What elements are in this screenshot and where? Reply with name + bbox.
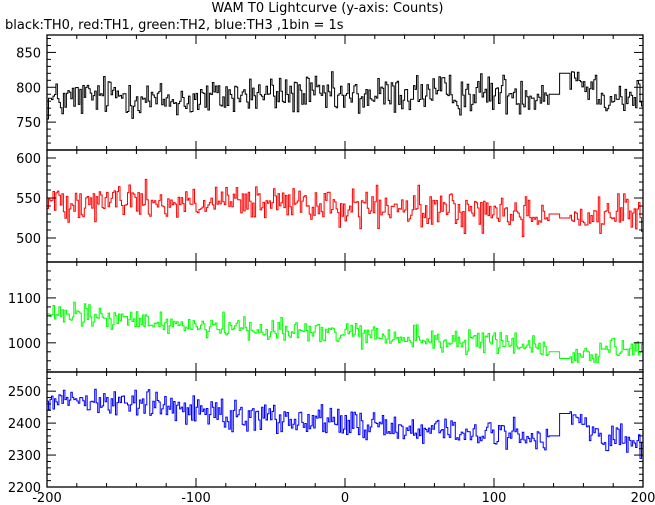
y-tick-label: 850 bbox=[16, 46, 41, 61]
chart-subtitle: black:TH0, red:TH1, green:TH2, blue:TH3 … bbox=[5, 18, 344, 33]
series-line-th2 bbox=[47, 301, 643, 364]
series-line-th0 bbox=[47, 71, 643, 120]
y-tick-label: 750 bbox=[16, 116, 41, 131]
panel-th3: 2200 2300 2400 2500 bbox=[8, 371, 644, 496]
y-tick-label: 2500 bbox=[8, 385, 41, 400]
series-line-th1 bbox=[47, 178, 643, 238]
panel-frame bbox=[46, 34, 644, 151]
y-tick-label: 800 bbox=[16, 81, 41, 96]
panel-th0: 750 800 850 bbox=[16, 34, 644, 151]
y-tick-label: 600 bbox=[16, 152, 41, 167]
y-tick-label: 1000 bbox=[8, 337, 41, 352]
x-tick-label: -100 bbox=[181, 491, 211, 505]
x-tick-label: 100 bbox=[482, 491, 507, 505]
x-tick-label: 200 bbox=[631, 491, 655, 505]
y-tick-label: 2300 bbox=[8, 449, 41, 464]
y-tick-label: 500 bbox=[16, 232, 41, 247]
y-tick-label: 1100 bbox=[8, 292, 41, 307]
y-tick-label: 2400 bbox=[8, 417, 41, 432]
x-tick-label: -200 bbox=[32, 491, 62, 505]
chart-title: WAM T0 Lightcurve (y-axis: Counts) bbox=[211, 1, 444, 16]
panel-th2: 1000 1100 bbox=[8, 261, 644, 373]
series-line-th3 bbox=[47, 388, 643, 459]
y-tick-label: 550 bbox=[16, 192, 41, 207]
y-tick-label: 2200 bbox=[8, 481, 41, 496]
x-tick-label: 0 bbox=[341, 491, 349, 505]
panel-th1: 500 550 600 bbox=[16, 149, 644, 263]
